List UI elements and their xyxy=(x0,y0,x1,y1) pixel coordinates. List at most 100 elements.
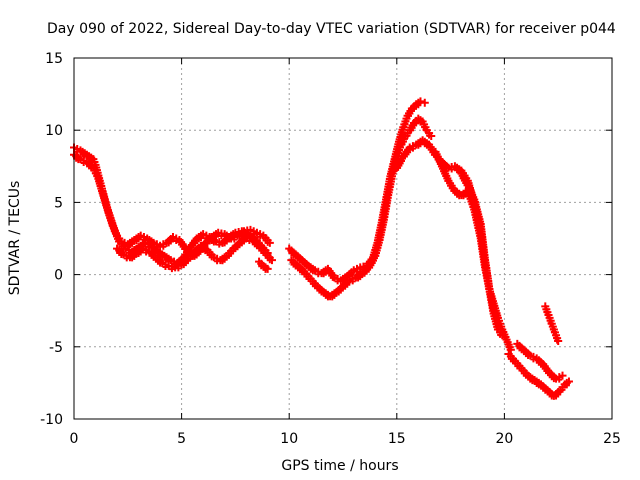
data-point-run xyxy=(400,145,413,160)
data-point-run xyxy=(403,129,412,139)
data-point-run xyxy=(414,98,423,109)
data-point-run xyxy=(78,147,89,159)
data-point-run xyxy=(257,259,266,270)
data-point-run xyxy=(207,234,218,246)
data-point-run xyxy=(398,134,408,148)
data-point-run xyxy=(134,246,145,257)
series-track-h xyxy=(431,147,515,354)
data-point xyxy=(416,97,425,106)
data-point-run xyxy=(124,246,133,256)
data-point-run xyxy=(85,152,96,164)
data-point xyxy=(265,238,274,247)
data-point-run xyxy=(220,234,231,247)
data-point-run xyxy=(393,143,405,159)
x-axis-label: GPS time / hours xyxy=(281,458,398,474)
data-point-run xyxy=(400,114,411,130)
data-point-run xyxy=(453,163,464,175)
y-tick-label: 15 xyxy=(45,51,63,67)
data-point-run xyxy=(552,388,563,400)
data-point-run xyxy=(334,284,345,296)
data-point-run xyxy=(453,188,464,200)
data-point-run xyxy=(161,260,170,270)
data-point-run xyxy=(464,183,478,203)
data-point-run xyxy=(416,116,425,126)
data-point-run xyxy=(529,352,538,363)
y-tick-label: -10 xyxy=(40,412,63,428)
data-point xyxy=(427,131,436,140)
series-track-b xyxy=(70,150,272,268)
series-track-c xyxy=(113,233,276,273)
data-point-run xyxy=(314,267,323,278)
data-point-run xyxy=(352,264,361,275)
x-tick-label: 10 xyxy=(280,431,298,447)
data-point-run xyxy=(142,246,151,256)
data-point-run xyxy=(172,234,181,244)
series-track-i xyxy=(457,169,502,325)
data-point-run xyxy=(73,144,82,155)
data-point-run xyxy=(333,274,342,285)
data-point-run xyxy=(366,254,378,271)
series-track-d xyxy=(255,257,272,273)
data-point-run xyxy=(256,230,265,240)
data-point-run xyxy=(79,156,88,167)
data-point-run xyxy=(192,243,203,256)
data-points xyxy=(70,97,573,400)
data-point xyxy=(267,256,276,265)
series-track-f xyxy=(287,114,436,301)
series-track-e xyxy=(285,97,429,285)
plot-frame xyxy=(73,57,613,420)
data-point-run xyxy=(526,373,537,385)
data-point-run xyxy=(162,253,173,265)
data-point-run xyxy=(187,236,200,251)
x-tick-label: 15 xyxy=(388,431,406,447)
data-point-run xyxy=(132,233,143,244)
series-track-k xyxy=(513,339,567,383)
data-point-run xyxy=(321,289,332,301)
data-point-run xyxy=(170,257,179,268)
y-tick-label: 5 xyxy=(54,195,63,211)
data-point-run xyxy=(341,278,352,290)
x-tick-labels: 0 5 10 15 20 25 xyxy=(70,431,621,447)
data-point xyxy=(564,377,573,386)
data-point-run xyxy=(202,231,211,242)
data-point-run xyxy=(394,154,406,171)
data-point-run xyxy=(360,265,371,277)
data-point-run xyxy=(407,121,417,134)
y-tick-labels: -10 -5 0 5 10 15 xyxy=(40,51,63,428)
data-point-run xyxy=(122,251,131,262)
data-point-run xyxy=(156,248,167,260)
data-point-run xyxy=(152,240,161,250)
data-point-run xyxy=(532,377,543,389)
data-point-run xyxy=(412,116,421,127)
data-point-run xyxy=(139,233,148,243)
data-point xyxy=(263,264,272,273)
data-point-run xyxy=(218,253,229,265)
data-point-run xyxy=(555,373,564,383)
data-point-run xyxy=(72,152,83,164)
data-point-run xyxy=(125,237,137,249)
x-tick-label: 20 xyxy=(495,431,513,447)
data-point-run xyxy=(179,256,190,269)
data-point-run xyxy=(186,249,197,262)
data-point-run xyxy=(227,230,238,242)
data-point-run xyxy=(404,106,415,119)
data-point-run xyxy=(439,164,452,184)
series-track-g xyxy=(392,136,507,340)
data-point-run xyxy=(371,238,383,259)
data-point-run xyxy=(432,150,445,170)
axis-ticks xyxy=(73,57,613,420)
data-point-run xyxy=(174,261,183,272)
y-axis-label: SDTVAR / TECUs xyxy=(7,181,23,296)
data-point-run xyxy=(249,227,258,237)
data-point-run xyxy=(144,240,153,250)
data-point-run xyxy=(339,273,350,285)
y-tick-label: -5 xyxy=(49,340,63,356)
y-tick-label: 0 xyxy=(54,268,63,284)
data-point-run xyxy=(245,234,254,244)
data-point xyxy=(506,345,515,354)
x-tick-label: 25 xyxy=(603,431,621,447)
data-point-run xyxy=(410,102,419,112)
data-point-run xyxy=(354,270,365,282)
data-point-run xyxy=(194,231,205,243)
grid-lines xyxy=(74,58,612,419)
